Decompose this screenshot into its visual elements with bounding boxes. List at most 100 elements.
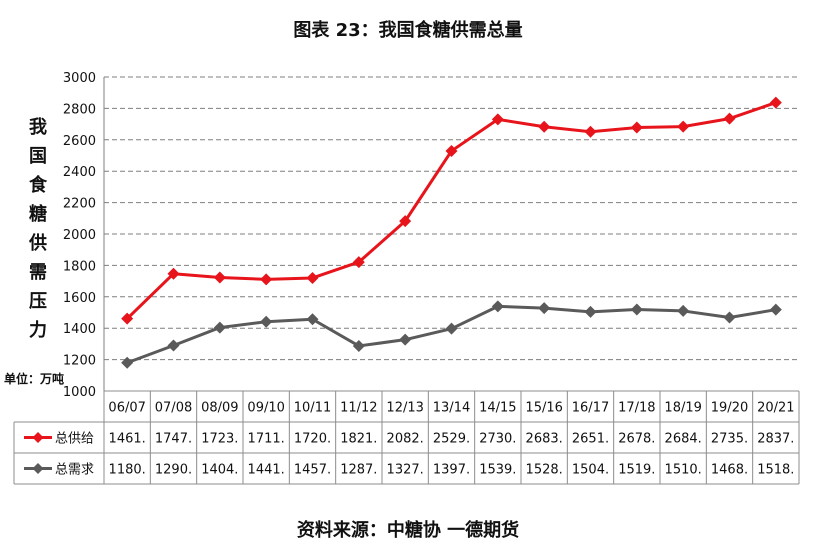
chart-title: 图表 23：我国食糖供需总量 bbox=[293, 20, 523, 41]
data-table: 06/07 07/08 08/09 09/10 10/11 11/12 12/13 13/14… bbox=[13, 390, 800, 485]
data-point bbox=[630, 303, 643, 316]
series-line bbox=[126, 101, 777, 320]
y-tick-label: 1200 bbox=[63, 354, 96, 369]
x-tick-label: 09/10 bbox=[247, 401, 284, 416]
y-tick-label: 2600 bbox=[63, 134, 96, 149]
y-tick-label: 1800 bbox=[63, 259, 96, 274]
legend-marker bbox=[32, 463, 44, 474]
table-cell: 1539. bbox=[479, 463, 516, 478]
table-cell: 2678. bbox=[618, 432, 655, 447]
table-cell: 2730. bbox=[479, 432, 516, 447]
data-point bbox=[491, 300, 504, 313]
table-cell: 1519. bbox=[618, 463, 655, 478]
x-tick-label: 17/18 bbox=[618, 401, 655, 416]
x-tick-label: 13/14 bbox=[433, 401, 470, 416]
grid-lines bbox=[104, 76, 799, 361]
data-point bbox=[213, 271, 226, 284]
data-point bbox=[584, 305, 597, 318]
table-cell: 1510. bbox=[665, 463, 702, 478]
data-point bbox=[769, 96, 782, 109]
x-tick-label: 08/09 bbox=[201, 401, 238, 416]
data-point bbox=[399, 215, 412, 228]
table-cell: 1397. bbox=[433, 463, 470, 478]
x-tick-label: 18/19 bbox=[664, 401, 701, 416]
data-point bbox=[538, 120, 551, 133]
table-cell: 2837. bbox=[757, 432, 794, 447]
table-cell: 2651. bbox=[572, 432, 609, 447]
table-cell: 2684. bbox=[665, 432, 702, 447]
table-cell: 1518. bbox=[757, 463, 794, 478]
table-cell: 1461. bbox=[109, 432, 146, 447]
data-point bbox=[723, 112, 736, 125]
table-cell: 2082. bbox=[387, 432, 424, 447]
data-point bbox=[121, 312, 134, 325]
table-cell: 1528. bbox=[526, 463, 563, 478]
data-point bbox=[213, 321, 226, 334]
data-point bbox=[167, 339, 180, 352]
y-tick-label: 1000 bbox=[63, 385, 96, 400]
y-axis-label: 我国食糖供需压力 bbox=[29, 117, 47, 341]
x-tick-label: 06/07 bbox=[108, 401, 145, 416]
table-cell: 1287. bbox=[340, 463, 377, 478]
data-point bbox=[769, 303, 782, 316]
table-cell: 1180. bbox=[109, 463, 146, 478]
table-cell: 1723. bbox=[201, 432, 238, 447]
x-tick-label: 16/17 bbox=[572, 401, 609, 416]
y-tick-label: 2200 bbox=[63, 197, 96, 212]
legend-label: 总供给 bbox=[55, 432, 94, 447]
y-tick-label: 2800 bbox=[63, 102, 96, 117]
table-cell: 2529. bbox=[433, 432, 470, 447]
table-cell: 1290. bbox=[155, 463, 192, 478]
table-cell: 1441. bbox=[248, 463, 285, 478]
data-point bbox=[445, 322, 458, 335]
legend-label: 总需求 bbox=[55, 463, 94, 478]
data-point bbox=[538, 302, 551, 315]
data-point bbox=[584, 125, 597, 138]
data-point bbox=[167, 267, 180, 280]
table-cell: 1747. bbox=[155, 432, 192, 447]
table-cell: 1711. bbox=[248, 432, 285, 447]
table-cell: 1404. bbox=[201, 463, 238, 478]
table-cell: 1327. bbox=[387, 463, 424, 478]
data-point bbox=[445, 144, 458, 157]
data-point bbox=[630, 121, 643, 134]
table-cell: 1457. bbox=[294, 463, 331, 478]
data-point bbox=[352, 339, 365, 352]
legend-marker bbox=[32, 432, 44, 443]
y-tick-label: 2400 bbox=[63, 165, 96, 180]
data-point bbox=[677, 304, 690, 317]
series-layer bbox=[121, 96, 782, 369]
data-point bbox=[260, 273, 273, 286]
x-tick-label: 15/16 bbox=[525, 401, 562, 416]
table-cell: 1821. bbox=[340, 432, 377, 447]
x-tick-label: 11/12 bbox=[340, 401, 377, 416]
data-point bbox=[399, 333, 412, 346]
data-point bbox=[491, 113, 504, 126]
y-axis: 1000 1200 1400 1600 1800 2000 2200 2400 2600 2800… bbox=[63, 71, 105, 400]
x-tick-label: 12/13 bbox=[386, 401, 423, 416]
table-cell: 2735. bbox=[711, 432, 748, 447]
unit-label: 单位：万吨 bbox=[4, 372, 65, 386]
data-point bbox=[352, 256, 365, 269]
x-tick-label: 19/20 bbox=[711, 401, 748, 416]
data-point bbox=[260, 315, 273, 328]
table-cell: 1468. bbox=[711, 463, 748, 478]
data-point bbox=[306, 313, 319, 326]
y-tick-label: 1400 bbox=[63, 322, 96, 337]
data-point bbox=[723, 311, 736, 324]
y-tick-label: 2000 bbox=[63, 228, 96, 243]
x-tick-label: 10/11 bbox=[294, 401, 331, 416]
table-cell: 2683. bbox=[526, 432, 563, 447]
source-note: 资料来源：中糖协 一德期货 bbox=[296, 520, 520, 541]
table-cell: 1504. bbox=[572, 463, 609, 478]
x-tick-label: 20/21 bbox=[757, 401, 794, 416]
y-tick-label: 1600 bbox=[63, 291, 96, 306]
data-point bbox=[121, 356, 134, 369]
x-tick-label: 07/08 bbox=[155, 401, 192, 416]
x-tick-label: 14/15 bbox=[479, 401, 516, 416]
y-tick-label: 3000 bbox=[63, 71, 96, 86]
data-point bbox=[677, 120, 690, 133]
table-cell: 1720. bbox=[294, 432, 331, 447]
data-point bbox=[306, 271, 319, 284]
